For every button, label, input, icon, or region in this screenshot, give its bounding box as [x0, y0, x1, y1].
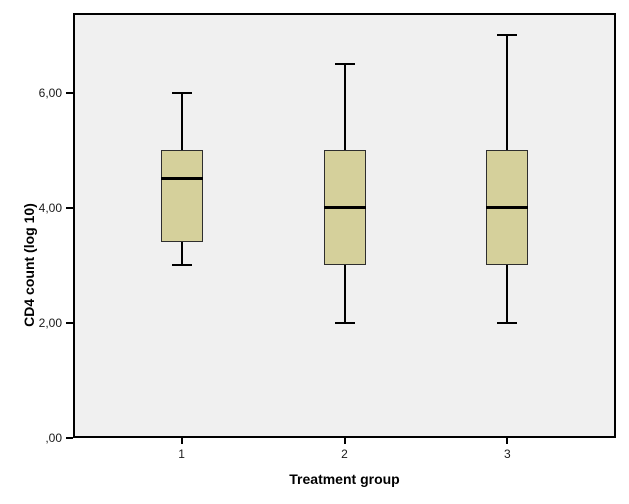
x-axis-tick-label: 2	[341, 447, 348, 461]
y-axis-tick	[66, 436, 73, 439]
x-axis-tick	[180, 438, 183, 444]
lower-whisker-cap	[171, 264, 192, 266]
lower-whisker-cap	[497, 321, 518, 324]
median-line	[323, 206, 366, 209]
y-axis-tick-label: 2,00	[38, 315, 62, 330]
upper-whisker-cap	[334, 62, 355, 65]
x-axis-tick	[343, 438, 346, 444]
y-axis-tick-label: 6,00	[38, 85, 62, 100]
y-axis-title: CD4 count (log 10)	[21, 203, 37, 327]
upper-whisker-cap	[171, 91, 192, 94]
y-axis-tick	[66, 91, 73, 94]
upper-whisker	[506, 35, 509, 150]
y-axis-tick	[66, 206, 73, 209]
upper-whisker-cap	[497, 34, 518, 36]
x-axis-tick-label: 1	[178, 447, 185, 461]
median-line	[486, 206, 529, 209]
lower-whisker-cap	[334, 321, 355, 324]
upper-whisker	[343, 63, 346, 150]
iqr-box	[160, 150, 203, 242]
lower-whisker	[180, 242, 183, 265]
y-axis-tick-label: 4,00	[38, 200, 62, 215]
x-axis-tick-label: 3	[504, 447, 511, 461]
y-axis-tick	[66, 321, 73, 324]
lower-whisker	[343, 265, 346, 323]
x-axis-tick	[506, 438, 509, 444]
upper-whisker	[180, 92, 183, 150]
x-axis-title: Treatment group	[289, 471, 400, 487]
median-line	[160, 177, 203, 181]
y-axis-tick-label: ,00	[45, 430, 62, 445]
lower-whisker	[506, 265, 509, 323]
